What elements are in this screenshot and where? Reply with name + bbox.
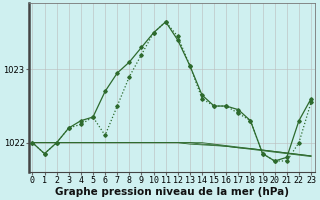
X-axis label: Graphe pression niveau de la mer (hPa): Graphe pression niveau de la mer (hPa) — [55, 187, 289, 197]
